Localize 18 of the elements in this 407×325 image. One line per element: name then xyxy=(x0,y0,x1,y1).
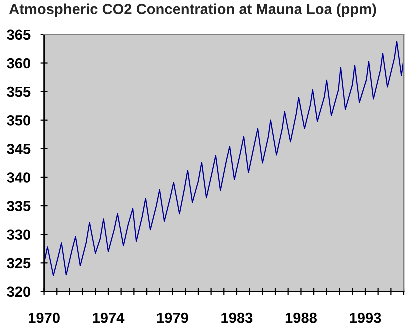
x-tick-label: 1988 xyxy=(286,312,318,324)
y-tick-label: 325 xyxy=(7,258,31,269)
x-tick-label: 1979 xyxy=(157,312,188,324)
y-tick-label: 360 xyxy=(7,58,31,69)
y-tick-label: 320 xyxy=(7,286,31,298)
x-tick-label: 1983 xyxy=(222,312,253,324)
chart-title: Atmospheric CO2 Concentration at Mauna Loa (ppm) xyxy=(9,4,376,18)
y-tick-label: 365 xyxy=(7,30,31,40)
y-tick-label: 340 xyxy=(7,172,31,183)
y-tick-label: 355 xyxy=(7,86,31,98)
x-tick-label: 1970 xyxy=(29,312,60,324)
x-tick-label: 1993 xyxy=(350,312,382,324)
y-tick-label: 335 xyxy=(7,201,31,212)
y-tick-label: 330 xyxy=(7,230,31,240)
y-tick-label: 345 xyxy=(7,144,31,154)
x-tick-label: 1974 xyxy=(93,312,125,324)
line-series xyxy=(44,41,404,276)
y-tick-label: 350 xyxy=(7,115,31,126)
